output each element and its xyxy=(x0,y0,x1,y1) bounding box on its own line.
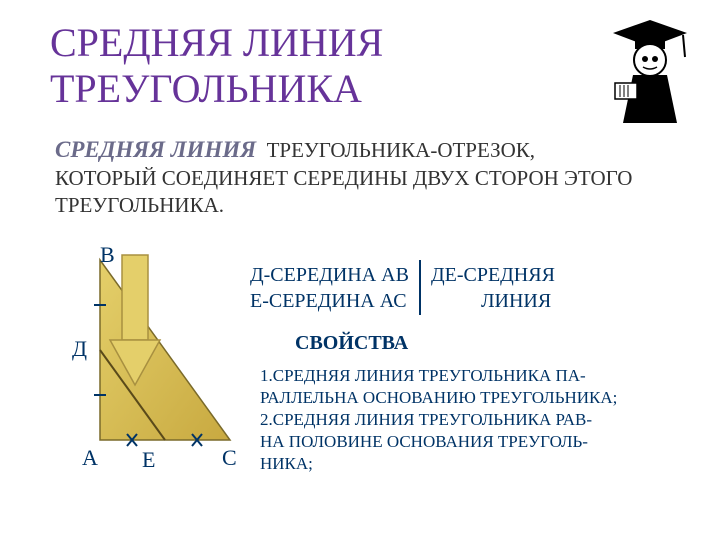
properties-list: 1.СРЕДНЯЯ ЛИНИЯ ТРЕУГОЛЬНИКА ПА- РАЛЛЕЛЬ… xyxy=(260,365,690,475)
title-line-1: СРЕДНЯЯ ЛИНИЯ xyxy=(50,20,383,66)
vertex-d: Д xyxy=(72,336,87,362)
midpoint-conditions: Д-СЕРЕДИНА АВ Е-СЕРЕДИНА АС xyxy=(250,262,409,314)
property-2a: 2.СРЕДНЯЯ ЛИНИЯ ТРЕУГОЛЬНИКА РАВ- xyxy=(260,409,690,431)
property-1b: РАЛЛЕЛЬНА ОСНОВАНИЮ ТРЕУГОЛЬНИКА; xyxy=(260,387,690,409)
divider-bar xyxy=(419,260,421,315)
title-line-2: ТРЕУГОЛЬНИКА xyxy=(50,66,383,112)
definition-text: СРЕДНЯЯ ЛИНИЯ ТРЕУГОЛЬНИКА-ОТРЕЗОК, КОТО… xyxy=(55,135,635,219)
midpoint-d: Д-СЕРЕДИНА АВ xyxy=(250,262,409,288)
vertex-b: В xyxy=(100,242,115,268)
result-line-2: ЛИНИЯ xyxy=(431,288,555,314)
result-line-1: ДЕ-СРЕДНЯЯ xyxy=(431,262,555,288)
graduate-icon xyxy=(605,15,695,130)
midpoint-e: Е-СЕРЕДИНА АС xyxy=(250,288,409,314)
midpoint-result: ДЕ-СРЕДНЯЯ ЛИНИЯ xyxy=(431,262,555,314)
midpoint-statement: Д-СЕРЕДИНА АВ Е-СЕРЕДИНА АС ДЕ-СРЕДНЯЯ Л… xyxy=(250,260,555,315)
triangle-diagram: В Д А Е С xyxy=(70,250,250,480)
vertex-e: Е xyxy=(142,447,155,473)
property-2c: НИКА; xyxy=(260,453,690,475)
vertex-c: С xyxy=(222,445,237,471)
vertex-a: А xyxy=(82,445,98,471)
definition-term: СРЕДНЯЯ ЛИНИЯ xyxy=(55,137,256,162)
page-title: СРЕДНЯЯ ЛИНИЯ ТРЕУГОЛЬНИКА xyxy=(50,20,383,112)
properties-heading: СВОЙСТВА xyxy=(295,332,408,355)
property-2b: НА ПОЛОВИНЕ ОСНОВАНИЯ ТРЕУГОЛЬ- xyxy=(260,431,690,453)
property-1a: 1.СРЕДНЯЯ ЛИНИЯ ТРЕУГОЛЬНИКА ПА- xyxy=(260,365,690,387)
